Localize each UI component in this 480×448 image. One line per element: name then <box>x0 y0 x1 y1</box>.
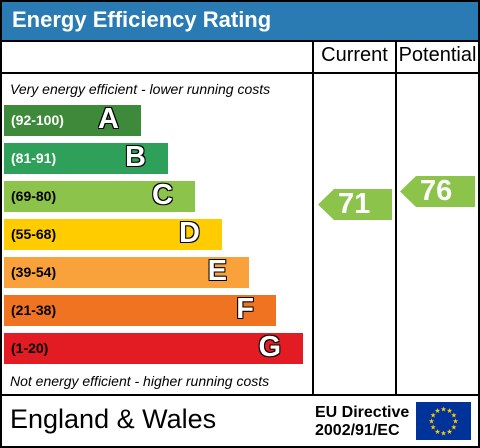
band-range: (69-80) <box>11 188 57 204</box>
eu-star-icon: ★ <box>434 428 440 436</box>
directive-line-1: EU Directive <box>315 404 410 421</box>
country-label: England & Wales <box>10 404 217 434</box>
band-range: (39-54) <box>11 264 57 280</box>
band-f: (21-38) F <box>4 293 276 326</box>
eu-directive-label: EU Directive 2002/91/EC <box>315 404 409 440</box>
eu-star-icon: ★ <box>428 418 434 426</box>
eu-star-icon: ★ <box>434 407 440 415</box>
band-b: (81-91) B <box>4 141 168 174</box>
chart-title: Energy Efficiency Rating <box>12 7 272 32</box>
header-bar: Energy Efficiency Rating <box>0 0 480 40</box>
eu-flag-icon: ★ ★ ★ ★ ★ ★ ★ ★ ★ ★ ★ ★ <box>416 402 471 440</box>
footer <box>0 395 480 448</box>
eu-star-icon: ★ <box>452 418 458 426</box>
band-letter: B <box>125 141 146 173</box>
eu-flag-stars: ★ ★★★★★★★★★★★ <box>428 406 458 438</box>
band-range: (55-68) <box>11 226 57 242</box>
eu-star-icon: ★ <box>430 424 436 432</box>
band-a: (92-100) A <box>4 103 141 136</box>
band-letter: E <box>207 255 227 287</box>
eu-star-icon: ★ <box>446 407 452 415</box>
potential-column-heading: Potential <box>398 44 477 66</box>
band-e: (39-54) E <box>4 255 249 288</box>
band-range: (92-100) <box>11 112 64 128</box>
potential-rating-value: 76 <box>420 175 453 207</box>
band-d: (55-68) D <box>4 217 222 250</box>
eu-star-icon: ★ <box>440 406 446 414</box>
current-column-heading: Current <box>321 44 388 66</box>
bottom-note: Not energy efficient - higher running co… <box>10 373 270 389</box>
top-note: Very energy efficient - lower running co… <box>10 81 271 97</box>
current-arrow-shape <box>318 189 392 220</box>
column-divider <box>312 40 314 396</box>
eu-star-icon: ★ <box>451 424 457 432</box>
band-letter: F <box>236 293 254 325</box>
band-range: (1-20) <box>11 340 49 356</box>
band-letter: C <box>152 179 173 211</box>
band-letter: G <box>258 331 281 363</box>
band-g: (1-20) G <box>4 331 303 364</box>
eu-star-icon: ★ <box>446 428 452 436</box>
band-range: (21-38) <box>11 302 57 318</box>
eu-star-icon: ★ <box>451 412 457 420</box>
band-letter: D <box>179 217 200 249</box>
band-letter: A <box>98 103 119 135</box>
band-c: (69-80) C <box>4 179 195 212</box>
header-divider <box>0 72 480 74</box>
band-range: (81-91) <box>11 150 57 166</box>
current-rating-value: 71 <box>338 188 371 220</box>
potential-arrow-shape <box>400 176 475 207</box>
eu-star-icon: ★ <box>430 412 436 420</box>
directive-line-2: 2002/91/EC <box>315 422 400 439</box>
eu-star-icon: ★ <box>440 430 446 438</box>
column-divider <box>395 40 397 396</box>
